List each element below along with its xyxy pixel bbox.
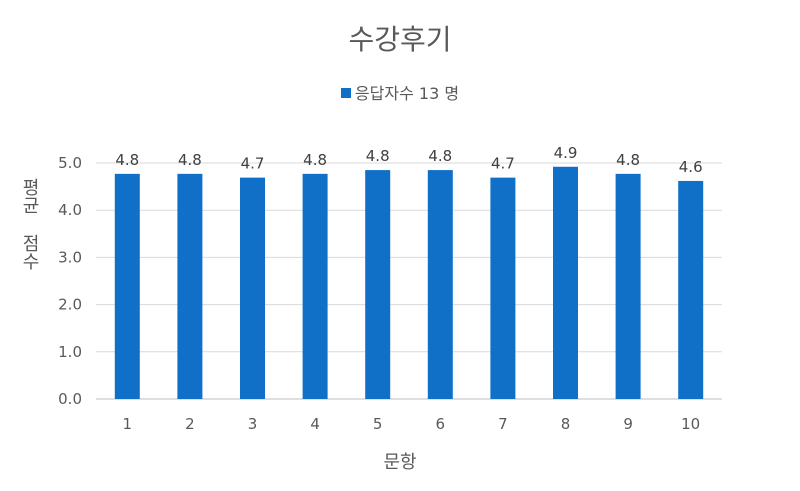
y-tick-label: 5.0 (58, 154, 82, 172)
x-tick-label: 2 (185, 415, 195, 433)
y-axis-label-line2: 점수 (19, 234, 40, 270)
legend-label: 응답자수 13 명 (354, 84, 460, 103)
data-label: 4.8 (178, 151, 202, 169)
data-label: 4.8 (303, 151, 327, 169)
y-tick-label: 1.0 (58, 343, 82, 361)
bar (427, 170, 453, 399)
y-tick-label: 4.0 (58, 201, 82, 219)
legend: 응답자수 13 명 (0, 80, 800, 104)
x-tick-label: 8 (561, 415, 571, 433)
x-tick-label: 1 (123, 415, 133, 433)
bar (678, 180, 704, 399)
chart-title: 수강후기 (348, 23, 452, 56)
data-label: 4.8 (428, 147, 452, 165)
y-tick-label: 0.0 (58, 390, 82, 408)
x-axis-label: 문항 (383, 452, 417, 473)
bar (553, 166, 578, 399)
bar (114, 173, 140, 399)
bar (615, 173, 641, 399)
x-tick-label: 5 (373, 415, 383, 433)
x-tick-label: 9 (623, 415, 633, 433)
data-label: 4.7 (491, 155, 515, 173)
data-label: 4.9 (554, 144, 578, 162)
y-axis-label: 평균 점수 (14, 178, 40, 270)
bar (365, 170, 391, 399)
x-tick-label: 4 (310, 415, 320, 433)
x-tick-label: 3 (248, 415, 258, 433)
x-tick-label: 7 (498, 415, 508, 433)
data-label: 4.7 (241, 155, 265, 173)
y-tick-label: 2.0 (58, 296, 82, 314)
bar (177, 173, 203, 399)
data-label: 4.8 (616, 151, 640, 169)
bar (490, 177, 516, 399)
x-tick-label: 10 (681, 415, 700, 433)
legend-swatch (340, 88, 351, 98)
bar (302, 173, 328, 399)
data-label: 4.8 (115, 151, 139, 169)
data-label: 4.6 (679, 158, 703, 176)
x-tick-label: 6 (436, 415, 446, 433)
y-tick-label: 3.0 (58, 248, 82, 266)
data-label: 4.8 (366, 147, 390, 165)
y-axis-label-line1: 평균 (19, 178, 40, 214)
bar (240, 177, 265, 399)
